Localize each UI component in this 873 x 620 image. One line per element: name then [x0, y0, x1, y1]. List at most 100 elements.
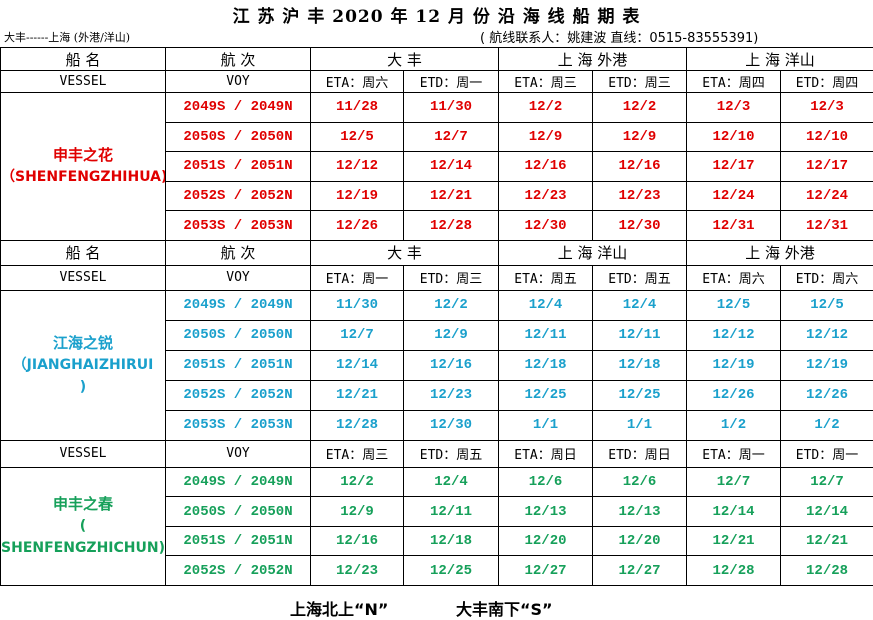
ship-name: 申丰之春(SHENFENGZHICHUN): [1, 467, 166, 585]
date: 12/28: [404, 211, 499, 241]
ship-name-line: （SHENFENGZHIHUA): [1, 166, 165, 188]
subheader-cell: VOY: [166, 265, 311, 290]
subheader-cell: VOY: [166, 440, 311, 467]
date: 12/4: [593, 290, 687, 320]
date: 12/5: [311, 122, 404, 152]
voyage: 2052S / 2052N: [166, 181, 311, 211]
date: 12/11: [593, 320, 687, 350]
contact: ( 航线联系人：姚建波 直线：0515-83555391): [480, 27, 758, 46]
subheader-cell: ETA：周六: [687, 265, 781, 290]
header-cell: 航 次: [166, 240, 311, 265]
subheader-cell: ETA：周四: [687, 71, 781, 93]
date: 12/23: [499, 181, 593, 211]
footer: 上海北上“N” 大丰南下“S”: [290, 596, 615, 620]
ship-name-line: SHENFENGZHICHUN): [1, 537, 165, 559]
date: 1/1: [499, 410, 593, 440]
date: 12/28: [781, 556, 873, 586]
date: 12/7: [781, 467, 873, 497]
subheader-cell: ETD：周三: [404, 265, 499, 290]
date: 12/24: [781, 181, 873, 211]
date: 12/19: [781, 350, 873, 380]
subheader-cell: VESSEL: [1, 440, 166, 467]
date: 12/18: [404, 526, 499, 556]
date: 12/30: [593, 211, 687, 241]
footer-note: 上海北上“N”: [290, 600, 388, 619]
date: 12/23: [311, 556, 404, 586]
date: 12/27: [593, 556, 687, 586]
date: 12/16: [499, 152, 593, 182]
date: 12/31: [781, 211, 873, 241]
voyage: 2053S / 2053N: [166, 410, 311, 440]
port-header: 大 丰: [311, 240, 499, 265]
date: 12/18: [499, 350, 593, 380]
date: 12/28: [311, 410, 404, 440]
date: 12/7: [687, 467, 781, 497]
date: 12/2: [499, 93, 593, 123]
date: 12/6: [593, 467, 687, 497]
header-cell: 船 名: [1, 240, 166, 265]
date: 12/21: [781, 526, 873, 556]
date: 12/27: [499, 556, 593, 586]
title: 江 苏 沪 丰 2020 年 12 月 份 沿 海 线 船 期 表: [0, 2, 873, 27]
voyage: 2049S / 2049N: [166, 467, 311, 497]
ship-name-line: （JIANGHAIZHIRUI: [1, 354, 165, 376]
subheader-cell: VESSEL: [1, 265, 166, 290]
port-header: 上 海 洋山: [687, 48, 873, 71]
subheader-cell: VESSEL: [1, 71, 166, 93]
date: 12/16: [311, 526, 404, 556]
ship-name: 江海之锐（JIANGHAIZHIRUI): [1, 290, 166, 440]
date: 12/9: [499, 122, 593, 152]
subheader-cell: ETA：周三: [499, 71, 593, 93]
subheader-cell: ETD：周五: [593, 265, 687, 290]
date: 12/12: [311, 152, 404, 182]
date: 12/23: [593, 181, 687, 211]
date: 12/7: [311, 320, 404, 350]
date: 12/4: [404, 467, 499, 497]
date: 12/25: [404, 556, 499, 586]
date: 12/16: [593, 152, 687, 182]
date: 11/30: [404, 93, 499, 123]
voyage: 2051S / 2051N: [166, 526, 311, 556]
date: 12/13: [499, 497, 593, 527]
date: 12/3: [781, 93, 873, 123]
date: 12/30: [499, 211, 593, 241]
date: 12/26: [687, 380, 781, 410]
date: 12/6: [499, 467, 593, 497]
date: 12/16: [404, 350, 499, 380]
ship-name-line: 申丰之春: [1, 493, 165, 515]
date: 12/23: [404, 380, 499, 410]
voyage: 2051S / 2051N: [166, 152, 311, 182]
voyage: 2050S / 2050N: [166, 122, 311, 152]
ship-name-line: ): [1, 376, 165, 398]
port-header: 上 海 外港: [499, 48, 687, 71]
date: 12/9: [404, 320, 499, 350]
voyage: 2051S / 2051N: [166, 350, 311, 380]
subheader-cell: ETD：周六: [781, 265, 873, 290]
date: 12/24: [687, 181, 781, 211]
date: 12/20: [593, 526, 687, 556]
date: 12/26: [311, 211, 404, 241]
date: 12/10: [687, 122, 781, 152]
date: 11/28: [311, 93, 404, 123]
ship-name-line: (: [1, 515, 165, 537]
date: 12/26: [781, 380, 873, 410]
subheader-cell: ETD：周三: [593, 71, 687, 93]
voyage: 2049S / 2049N: [166, 93, 311, 123]
subheader-cell: ETD：周四: [781, 71, 873, 93]
date: 12/3: [687, 93, 781, 123]
voyage: 2053S / 2053N: [166, 211, 311, 241]
subheader-cell: VOY: [166, 71, 311, 93]
ship-name: 申丰之花（SHENFENGZHIHUA): [1, 93, 166, 241]
voyage: 2050S / 2050N: [166, 497, 311, 527]
date: 12/19: [311, 181, 404, 211]
subheader-cell: ETA：周一: [687, 440, 781, 467]
subheader-cell: ETD：周五: [404, 440, 499, 467]
voyage: 2052S / 2052N: [166, 556, 311, 586]
date: 12/14: [687, 497, 781, 527]
footer-note: 大丰南下“S”: [456, 600, 553, 619]
date: 12/11: [499, 320, 593, 350]
header-cell: 航 次: [166, 48, 311, 71]
